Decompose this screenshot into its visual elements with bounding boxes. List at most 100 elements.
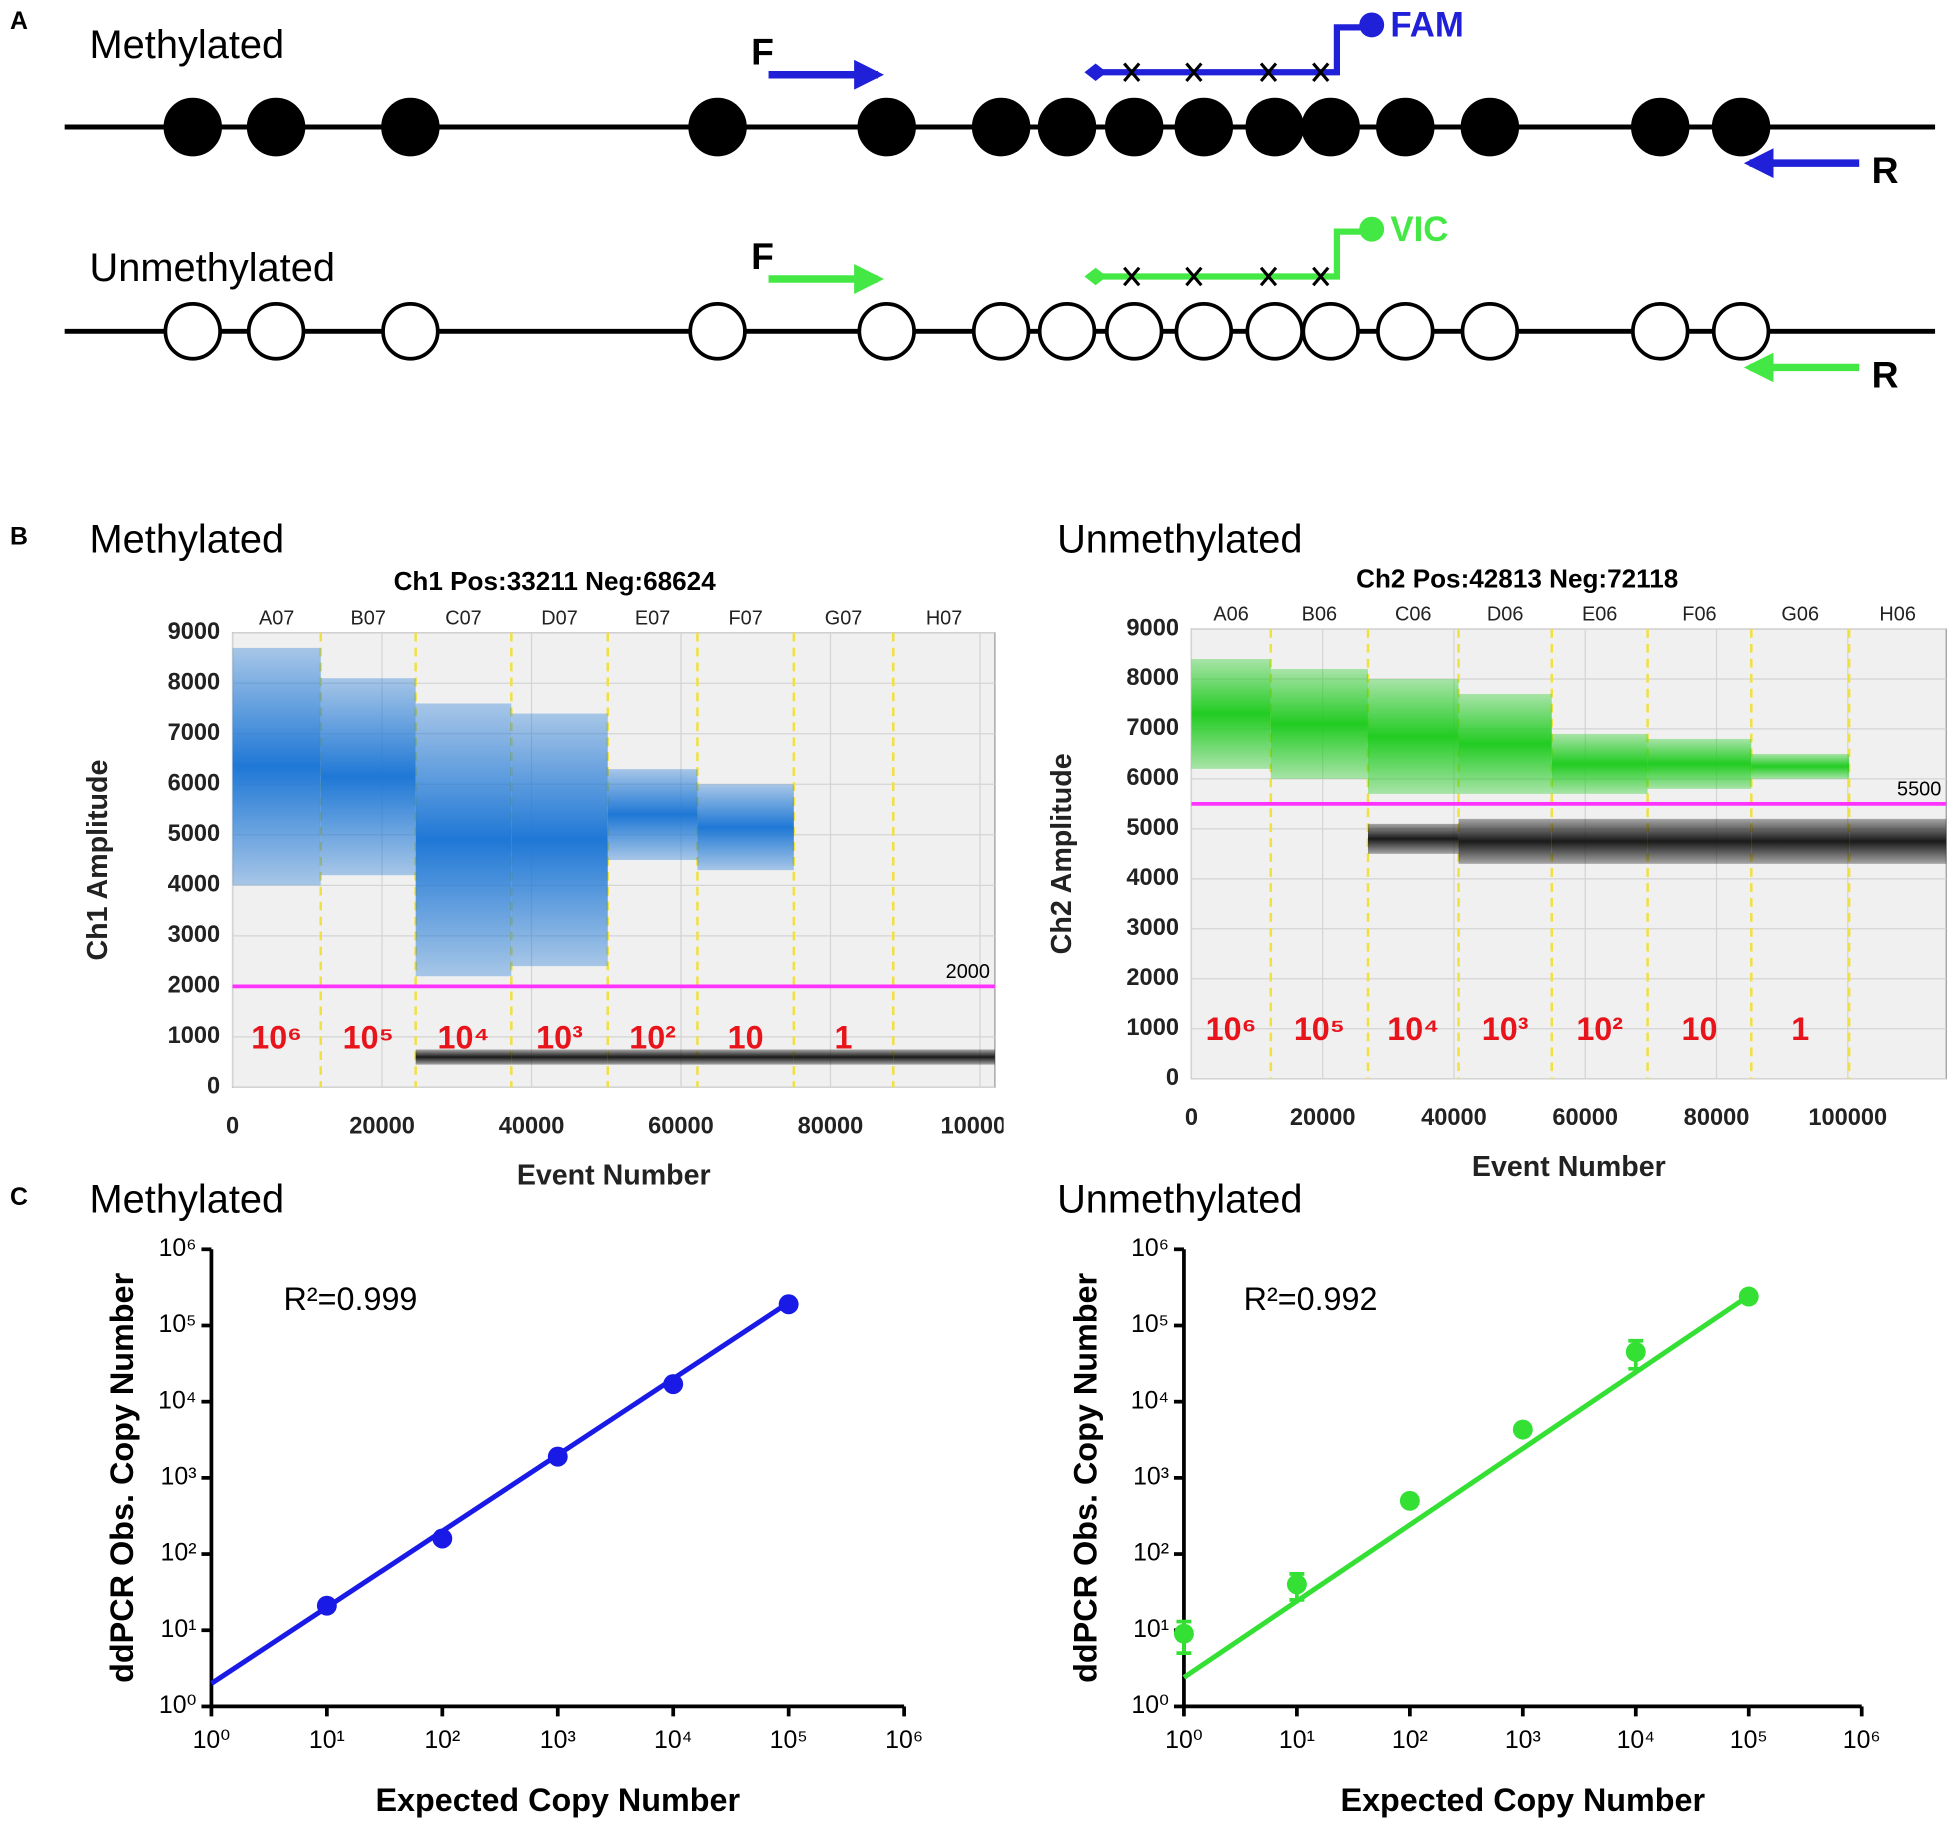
data-point	[316, 1595, 337, 1616]
cpg-site	[163, 302, 222, 361]
x-tick-label: 10⁰	[1165, 1726, 1203, 1754]
dilution-label: 10³	[536, 1020, 583, 1056]
panel-heading: Unmethylated	[1057, 517, 1302, 561]
row-title: Methylated	[90, 23, 285, 67]
cpg-site	[163, 97, 222, 157]
y-tick-label: 7000	[168, 720, 221, 746]
positive-droplets	[1551, 733, 1648, 794]
y-axis-label: ddPCR Obs. Copy Number	[1068, 1272, 1104, 1682]
cpg-site	[1376, 302, 1435, 361]
y-tick-label: 6000	[1126, 765, 1179, 791]
well-label: C07	[445, 607, 482, 629]
dilution-label: 1	[835, 1020, 853, 1056]
forward-primer-label: F	[751, 235, 774, 277]
well-label: B06	[1302, 604, 1337, 626]
mismatch-mark	[1123, 62, 1141, 82]
cpg-site	[246, 97, 306, 157]
y-tick-label: 10⁶	[1131, 1234, 1169, 1262]
row-title: Unmethylated	[90, 246, 335, 290]
y-tick-label: 2000	[168, 973, 221, 999]
panel-label: C	[10, 1183, 28, 1211]
cpg-site	[1104, 302, 1164, 361]
data-point	[663, 1374, 684, 1395]
x-tick-label: 10⁵	[770, 1726, 808, 1754]
dilution-label: 10⁵	[343, 1020, 394, 1056]
mismatch-mark	[1185, 62, 1203, 82]
positive-droplets	[415, 703, 512, 977]
y-tick-label: 10⁰	[159, 1691, 197, 1719]
data-point	[1399, 1490, 1420, 1511]
cpg-site	[381, 302, 440, 361]
fit-line	[210, 1300, 791, 1686]
dilution-label: 10⁶	[1206, 1011, 1257, 1047]
negative-droplets	[1551, 818, 1648, 864]
positive-droplets	[1647, 738, 1752, 789]
y-tick-label: 8000	[1126, 665, 1179, 691]
cpg-site	[246, 302, 306, 361]
y-tick-label: 10¹	[1133, 1615, 1169, 1643]
x-tick-label: 10¹	[309, 1726, 345, 1754]
y-tick-label: 10¹	[161, 1615, 197, 1643]
cpg-site	[971, 97, 1031, 157]
well-label: A07	[259, 607, 294, 629]
cpg-site	[688, 302, 747, 361]
positive-droplets	[697, 784, 794, 871]
probe-dye	[1359, 216, 1385, 242]
diagram-row: Methylated F R FAM	[64, 6, 1936, 191]
cpg-site	[381, 97, 440, 157]
mismatch-mark	[1185, 266, 1203, 287]
x-axis-label: Expected Copy Number	[1341, 1782, 1706, 1818]
x-tick-label: 10⁶	[885, 1726, 923, 1754]
dilution-label: 10⁶	[251, 1020, 302, 1056]
cpg-site	[1245, 97, 1304, 157]
well-label: F06	[1682, 604, 1716, 626]
x-axis-label: Event Number	[1472, 1151, 1666, 1183]
probe	[1099, 24, 1366, 76]
panel-heading: Unmethylated	[1057, 1177, 1302, 1221]
cpg-site	[857, 97, 916, 157]
x-tick-label: 10⁰	[193, 1726, 231, 1754]
well-label: E06	[1582, 604, 1617, 626]
negative-droplets	[697, 1049, 794, 1065]
y-tick-label: 5000	[168, 821, 221, 847]
x-tick-label: 0	[226, 1113, 239, 1139]
cpg-site	[1245, 302, 1304, 361]
mismatch-mark	[1312, 266, 1330, 287]
positive-droplets	[607, 769, 698, 861]
y-tick-label: 0	[1166, 1065, 1179, 1091]
y-tick-label: 7000	[1126, 715, 1179, 741]
y-tick-label: 10⁵	[1131, 1310, 1169, 1338]
mismatch-mark	[1259, 62, 1278, 82]
cpg-site	[1711, 302, 1771, 361]
log-plot: Unmethylated 10⁰ 10¹ 10² 10³ 10⁴ 10⁵ 10⁶ 10⁰ 10¹ 1…	[1057, 1177, 1881, 1817]
negative-droplets	[511, 1049, 608, 1065]
data-point	[1173, 1623, 1194, 1644]
y-axis-label: ddPCR Obs. Copy Number	[104, 1272, 140, 1682]
cpg-site	[1301, 97, 1360, 157]
cpg-site	[1460, 302, 1520, 361]
dilution-label: 10³	[1482, 1011, 1529, 1047]
y-tick-label: 8000	[168, 670, 221, 696]
well-label: B07	[351, 607, 386, 629]
fit-line	[1182, 1293, 1751, 1680]
well-label: H06	[1879, 604, 1916, 626]
y-axis-label: Ch1 Amplitude	[82, 760, 114, 961]
well-label: E07	[635, 607, 670, 629]
axes	[1182, 1249, 1862, 1709]
y-tick-label: 3000	[168, 922, 221, 948]
threshold-label: 5500	[1897, 778, 1941, 800]
y-axis-label: Ch2 Amplitude	[1046, 753, 1078, 954]
well-label: D06	[1487, 604, 1524, 626]
y-tick-label: 10⁴	[1131, 1386, 1169, 1414]
x-tick-label: 10²	[1392, 1726, 1428, 1754]
dilution-label: 10²	[1576, 1011, 1623, 1047]
dilution-label: 10⁴	[438, 1020, 490, 1056]
panel-label: A	[10, 7, 28, 35]
well-label: H07	[926, 607, 963, 629]
x-tick-label: 60000	[648, 1113, 714, 1139]
data-point	[1625, 1341, 1646, 1362]
data-point	[778, 1294, 799, 1315]
x-tick-label: 10¹	[1279, 1726, 1315, 1754]
y-tick-label: 2000	[1126, 965, 1179, 991]
